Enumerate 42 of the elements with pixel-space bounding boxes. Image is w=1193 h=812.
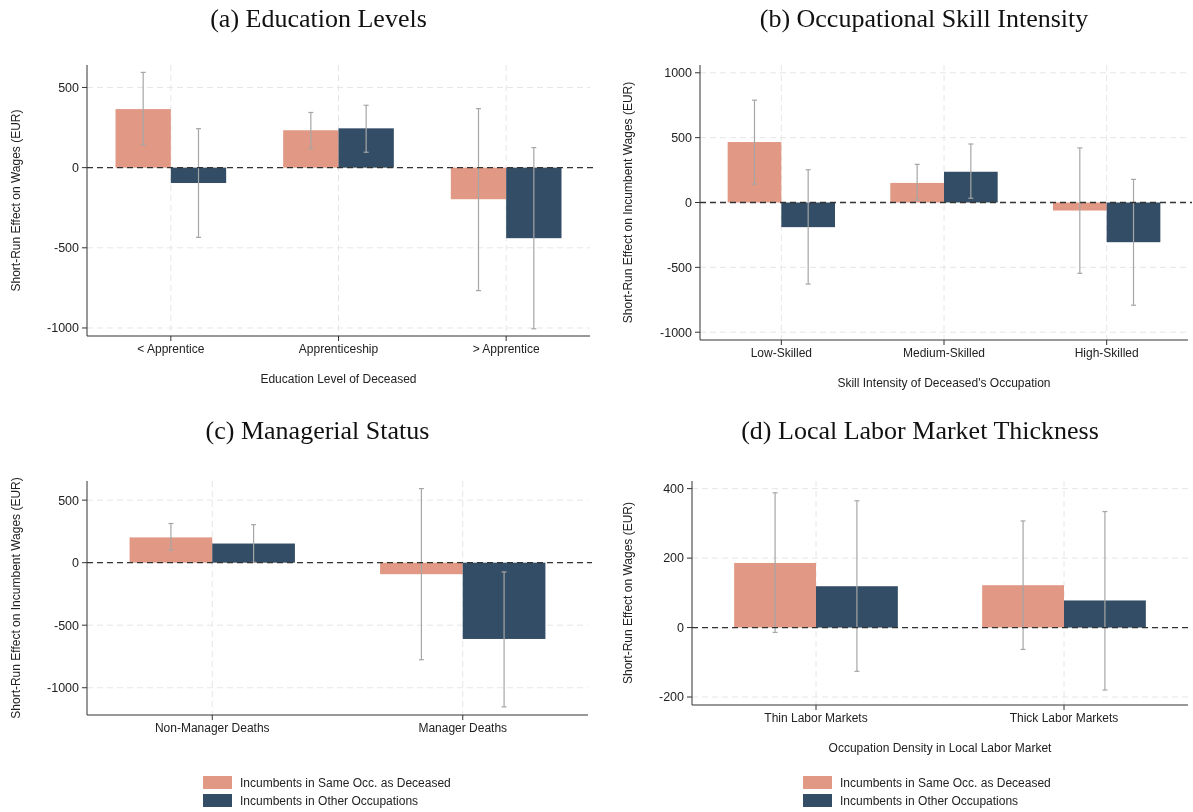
legend-label: Incumbents in Same Occ. as Deceased [240, 776, 451, 791]
y-tick-label: 400 [663, 482, 685, 497]
legend-label: Incumbents in Same Occ. as Deceased [840, 776, 1051, 791]
y-tick-label: 1000 [664, 66, 693, 81]
y-tick-label: 200 [663, 551, 685, 566]
y-axis-title: Short-Run Effect on Incumbent Wages (EUR) [621, 81, 635, 324]
y-tick-label: -500 [53, 241, 80, 256]
x-tick-label: Thick Labor Markets [1009, 711, 1119, 725]
y-tick-label: -500 [666, 260, 693, 275]
y-axis-title: Short-Run Effect on Incumbent Wages (EUR) [9, 477, 23, 719]
chart-title: (c) Managerial Status [205, 416, 430, 445]
x-tick-label: High-Skilled [1074, 346, 1139, 360]
y-tick-label: -1000 [47, 681, 80, 696]
y-tick-label: -200 [658, 690, 685, 705]
x-tick-label: Apprenticeship [298, 342, 379, 356]
y-axis-title: Short-Run Effect on Wages (EUR) [621, 501, 635, 685]
x-tick-label: < Apprentice [137, 342, 205, 356]
y-axis-title: Short-Run Effect on Wages (EUR) [9, 109, 23, 292]
y-tick-label: -1000 [660, 325, 693, 340]
x-tick-label: Low-Skilled [750, 346, 813, 360]
legend-label: Incumbents in Other Occupations [840, 794, 1019, 809]
y-tick-label: -500 [53, 618, 80, 633]
x-axis-title: Skill Intensity of Deceased's Occupation [837, 376, 1051, 390]
y-tick-label: 0 [72, 556, 80, 571]
y-tick-label: 500 [58, 493, 80, 508]
x-tick-label: Manager Deaths [418, 721, 508, 735]
y-tick-label: 0 [677, 620, 685, 635]
x-axis-title: Education Level of Deceased [260, 372, 417, 386]
y-tick-label: 0 [685, 195, 693, 210]
chart-title: (a) Education Levels [210, 4, 427, 33]
x-tick-label: Non-Manager Deaths [154, 721, 270, 735]
chart-title: (d) Local Labor Market Thickness [741, 416, 1099, 445]
y-tick-label: 500 [671, 131, 693, 146]
y-tick-label: 0 [72, 161, 80, 175]
x-tick-label: Thin Labor Markets [764, 711, 868, 725]
legend-label: Incumbents in Other Occupations [240, 794, 419, 809]
x-tick-label: Medium-Skilled [902, 346, 986, 360]
y-tick-label: 500 [58, 80, 80, 95]
y-tick-label: -1000 [47, 321, 80, 336]
x-tick-label: > Apprentice [472, 342, 541, 356]
chart-title: (b) Occupational Skill Intensity [759, 4, 1089, 33]
x-axis-title: Occupation Density in Local Labor Market [828, 741, 1053, 755]
